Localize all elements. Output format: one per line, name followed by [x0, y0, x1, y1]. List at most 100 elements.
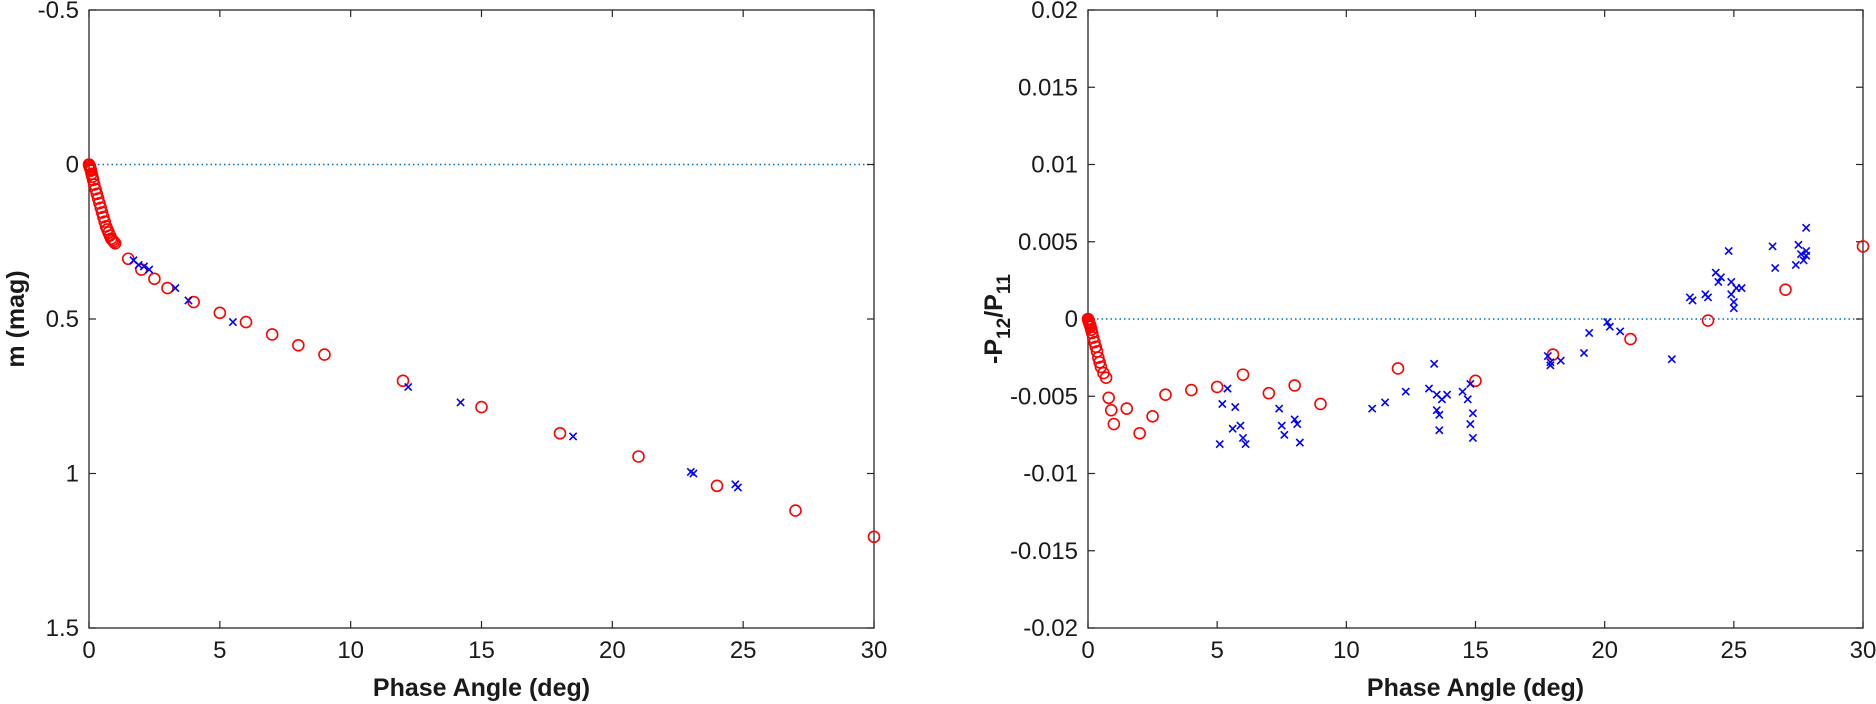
data-point-cross [134, 260, 143, 270]
data-point-cross [1703, 293, 1713, 302]
data-point-circle [213, 306, 227, 320]
data-point-cross [1290, 415, 1299, 424]
x-axis-label: Phase Angle (deg) [1367, 674, 1584, 702]
y-axis-ticks: -0.5 0 0.5 1 1.5 [38, 0, 874, 642]
data-point-cross [1241, 439, 1250, 449]
data-point-circle [187, 295, 200, 309]
data-point-circle [1236, 368, 1250, 381]
x-tick-label: 15 [468, 637, 495, 664]
data-point-cross [404, 382, 413, 392]
data-point-circle [1099, 371, 1113, 385]
data-point-circle [1102, 391, 1115, 405]
data-point-circle [396, 374, 410, 388]
data-point-cross [1616, 327, 1625, 336]
x-axis-ticks: 0 5 10 15 20 25 30 [1081, 10, 1876, 664]
data-point-circle [265, 328, 279, 341]
data-point-cross [1667, 355, 1676, 364]
data-point-cross [1218, 399, 1227, 409]
y-tick-label: -0.01 [1023, 461, 1078, 488]
data-point-cross [1579, 348, 1589, 358]
y-axis-label: m (mag) [2, 270, 30, 367]
data-point-cross [171, 283, 180, 293]
y-tick-label: -0.005 [1010, 383, 1078, 410]
data-point-cross [1791, 260, 1800, 270]
data-point-circle [107, 235, 121, 249]
data-point-cross [1293, 419, 1302, 429]
data-points [1081, 223, 1870, 449]
x-tick-label: 0 [82, 637, 95, 664]
x-tick-label: 10 [337, 637, 364, 664]
data-point-cross [1466, 419, 1475, 429]
y-tick-label: 0.01 [1031, 152, 1078, 179]
data-point-circle [1701, 314, 1715, 327]
data-point-circle [1133, 427, 1146, 440]
data-point-circle [106, 233, 119, 247]
data-point-cross [1688, 296, 1697, 305]
data-point-cross [1435, 426, 1444, 435]
ylabel-middle: /P [980, 294, 1008, 318]
data-point-cross [1466, 379, 1475, 389]
data-point-cross [1556, 356, 1565, 365]
data-point-circle [1159, 388, 1172, 402]
data-point-circle [1146, 410, 1159, 423]
data-point-circle [475, 400, 488, 414]
data-point-circle [1120, 402, 1134, 415]
x-tick-label: 25 [730, 637, 757, 664]
data-point-circle [161, 281, 174, 295]
ylabel-prefix: -P [980, 339, 1008, 364]
y-axis-label: -P12/P11 [980, 274, 1015, 364]
data-point-circle [1185, 383, 1198, 397]
data-point-cross [1543, 351, 1552, 361]
x-tick-label: 25 [1720, 637, 1747, 664]
data-point-cross [1546, 361, 1555, 370]
data-point-cross [1585, 328, 1594, 338]
x-tick-label: 20 [599, 637, 626, 664]
data-point-circle [553, 427, 567, 440]
data-point-circle [148, 272, 161, 286]
data-point-cross [1794, 240, 1803, 250]
data-point-circle [1210, 380, 1224, 394]
x-tick-label: 5 [213, 637, 226, 664]
data-point-cross [1729, 304, 1738, 313]
data-point-cross [228, 317, 238, 327]
x-tick-label: 5 [1210, 637, 1223, 664]
data-point-circle [318, 348, 331, 361]
data-point-cross [733, 483, 743, 492]
data-point-cross [1546, 358, 1555, 367]
data-point-circle [1469, 374, 1482, 388]
data-point-circle [292, 338, 305, 352]
y-axis-ticks: 0.02 0.015 0.01 0.005 0 -0.005 -0.01 -0.015 -0.0… [1010, 0, 1863, 642]
polarization-phase-plot: 0 5 10 15 20 25 30 0.02 0.015 0.01 0.005 0 -0.005 -0… [980, 0, 1876, 702]
data-point-cross [1468, 409, 1478, 418]
y-tick-label: -0.5 [38, 0, 79, 24]
data-point-cross [1228, 424, 1237, 433]
data-point-cross [1275, 404, 1284, 413]
data-point-cross [1603, 317, 1612, 327]
y-tick-label: 0.005 [1018, 229, 1078, 256]
x-tick-label: 10 [1333, 637, 1360, 664]
plot-area [88, 9, 875, 629]
data-point-cross [1802, 223, 1811, 233]
data-point-cross [1424, 384, 1434, 393]
data-point-cross [1737, 283, 1746, 293]
data-point-cross [139, 262, 149, 271]
data-point-cross [1724, 246, 1733, 256]
data-point-circle [789, 504, 802, 517]
data-point-cross [1463, 395, 1472, 404]
data-point-cross [568, 432, 578, 441]
data-point-circle [1856, 240, 1870, 253]
data-point-cross [1432, 405, 1441, 415]
data-point-cross [1796, 249, 1806, 259]
data-point-cross [1223, 384, 1232, 393]
data-point-cross [689, 469, 698, 478]
x-axis-label: Phase Angle (deg) [373, 674, 590, 702]
ylabel-subscript-11: 11 [994, 274, 1015, 295]
data-point-cross [456, 398, 465, 407]
data-point-cross [1277, 421, 1286, 430]
ylabel-subscript-12: 12 [994, 318, 1015, 339]
data-point-circle [239, 315, 253, 329]
x-tick-label: 30 [1850, 637, 1876, 664]
data-point-circle [1104, 403, 1118, 417]
y-tick-label: 1.5 [46, 615, 79, 642]
